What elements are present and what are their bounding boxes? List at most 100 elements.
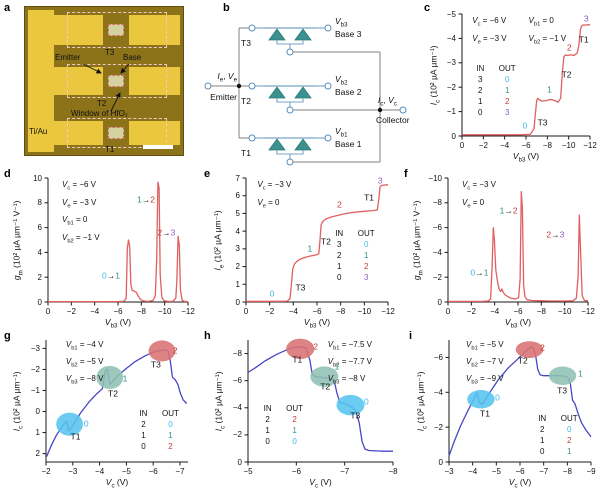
y-axis-label: Ic (10² µA µm⁻¹) [428, 45, 442, 106]
y-tick-label: 6 [235, 191, 240, 201]
x-axis-label: Vb3 (V) [104, 317, 132, 330]
x-tick-label: −6 [291, 467, 301, 476]
plot-area-g: −2 −3 −4 −5 −6 −7 2 1 0 −1 −2 −3 Vc (V) Ic (10² µA µm… [12, 340, 188, 489]
curve-annotation: T1 [578, 34, 589, 45]
dashed-outline-t3 [67, 12, 167, 48]
y-tick-label: 0 [37, 297, 42, 307]
curve-annotation: T3 [295, 282, 306, 293]
y-tick-label: −4 [432, 247, 442, 257]
curve-annotation: T2 [517, 355, 528, 366]
y-tick-label: −8 [232, 349, 242, 359]
x-tick-label: −12 [581, 307, 595, 316]
in-value: 1 [265, 426, 270, 436]
curve-annotation: 3 [377, 175, 383, 186]
y-axis-label: gm (10² µA µm⁻¹ V⁻¹) [411, 200, 425, 281]
panel-i: i −3 −4 −5 −6 −7 −8 −9 0 −2 −4 −6 Vc (V) Ic (10² µA … [405, 328, 600, 489]
x-tick-label: −6 [515, 467, 525, 476]
x-tick-label: −6 [312, 307, 322, 316]
out-value: 0 [505, 74, 510, 84]
x-tick-label: −9 [586, 467, 596, 476]
y-tick-label: −2 [446, 82, 456, 92]
curve-annotation: 2→3 [157, 227, 176, 238]
curve-annotation: 0 [269, 288, 275, 299]
chart-canvas-g [42, 340, 188, 466]
chart-canvas-h [244, 338, 394, 466]
plot-area-f: 0 −2 −4 −6 −8 −10 −12 0 −2 −4 −6 −8 −10 Vb3 (V) gm (10… [412, 174, 595, 330]
y-axis-label: gm (10² µA µm⁻¹ V⁻¹) [11, 200, 25, 281]
in-out-header: IN [335, 228, 344, 238]
curve-e [246, 184, 389, 302]
in-value: 2 [336, 250, 342, 260]
in-out-table: IN OUT 3 0 2 1 1 2 0 3 [331, 228, 377, 283]
bias-condition: Vb3 = −8 V [65, 374, 104, 386]
bias-condition: Vc = −3 V [257, 180, 292, 193]
state-ellipse [336, 394, 365, 416]
bias-condition: Vb1 = −4 V [65, 340, 104, 352]
y-tick-label: −6 [432, 223, 442, 233]
out-value: 1 [363, 250, 369, 260]
curve-annotation: 0 [364, 396, 369, 407]
curve-annotation: 1 [577, 368, 583, 379]
in-value: 0 [478, 107, 483, 117]
curve-annotation: T3 [537, 117, 548, 128]
plot-area-e: 0 −2 −4 −6 −8 −10 −12 0 1 2 3 4 5 6 7 Vb3 (V) Ie (10² µA… [213, 174, 395, 330]
curve-annotation: T1 [292, 354, 303, 365]
gold-electrode-stripe [28, 10, 54, 152]
t3-label: T3 [105, 48, 115, 57]
curve-annotation: 1 [307, 243, 313, 254]
transistor-symbol-t2 [248, 82, 332, 114]
hfo2-window-label: Window of HfO₂ [71, 109, 128, 118]
curve-annotation: 2 [566, 42, 572, 53]
out-value: 3 [363, 272, 369, 282]
curve-annotation: 2 [540, 342, 545, 353]
curve-annotation: T1 [480, 408, 490, 419]
bias-condition: Vb3 = −9 V [466, 374, 504, 386]
transistor-symbol-t3 [248, 24, 332, 56]
x-tick-label: −12 [583, 141, 597, 150]
out-value: 2 [168, 442, 173, 452]
y-tick-label: −4 [433, 387, 443, 397]
x-tick-label: −6 [513, 307, 523, 316]
y-tick-label: 8 [37, 198, 42, 208]
curve-annotation: 1→2 [137, 194, 155, 205]
out-value: 0 [168, 420, 173, 430]
y-tick-label: −1 [446, 107, 456, 117]
panel-e: e 0 −2 −4 −6 −8 −10 −12 0 1 2 3 4 5 6 7 Vb3 (V) Ie (10² … [200, 166, 400, 330]
x-tick-label: −8 [388, 467, 398, 476]
out-value: 2 [566, 436, 572, 446]
x-tick-label: −12 [381, 307, 395, 316]
panel-c: c 0 −2 −4 −6 −8 −10 −12 0 −1 −2 −3 −4 −5 Vb3 (V) Ic (1… [420, 0, 600, 166]
x-axis-label: Vc (V) [508, 477, 532, 489]
y-tick-label: −4 [232, 403, 242, 413]
bias-condition: Ve = 0 [462, 197, 485, 210]
t2-label: T2 [241, 96, 251, 106]
emitter-label: Emitter [55, 53, 81, 62]
chart-canvas-c [458, 13, 591, 140]
state-ellipse [56, 412, 83, 436]
t3-label: T3 [241, 38, 251, 48]
x-tick-label: −5 [243, 467, 253, 476]
curve-annotation: 3 [583, 13, 589, 24]
in-out-header: OUT [560, 414, 578, 424]
x-tick-label: −2 [66, 307, 76, 316]
bias-condition: Ve = 0 [257, 197, 280, 210]
in-out-header: OUT [498, 63, 516, 73]
collector-terminal-node [399, 106, 407, 114]
y-tick-label: 4 [37, 247, 42, 257]
collector-label: Collector [376, 115, 410, 125]
panel-f-letter: f [404, 168, 408, 180]
out-value: 0 [292, 437, 297, 447]
vb2-label: Vb2 [335, 74, 348, 87]
state-ellipse [148, 340, 176, 362]
y-tick-label: −5 [446, 9, 456, 19]
curve-annotation: T3 [350, 410, 361, 421]
x-tick-label: −10 [357, 307, 372, 316]
curve-annotation: T1 [364, 192, 375, 203]
panel-f: f 0 −2 −4 −6 −8 −10 −12 0 −2 −4 −6 −8 −10 Vb3 (V) gm (… [400, 166, 600, 330]
